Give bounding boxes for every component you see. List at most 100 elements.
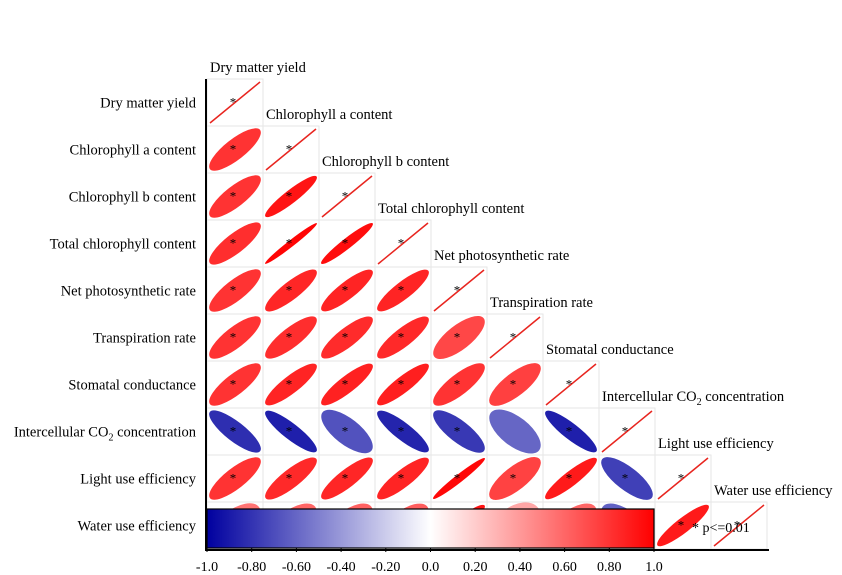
tick-label: -1.0 — [196, 560, 218, 575]
tick-label: -0.20 — [371, 560, 400, 575]
significance-star: * — [286, 377, 293, 392]
correlation-cell: * — [206, 78, 264, 127]
correlation-cells: * * * * * * * * * * * * * * * * * * * * * * * * * * * * * * * * * * * * * * * *… — [206, 78, 768, 550]
row-label: Transpiration rate — [93, 331, 196, 347]
row-label: Intercellular CO2 concentration — [14, 425, 197, 444]
significance-star: * — [566, 377, 573, 392]
correlation-cell: * — [486, 360, 544, 409]
tick-label: 0.20 — [463, 560, 488, 575]
significance-star: * — [398, 471, 405, 486]
diagonal-line — [489, 316, 541, 359]
correlation-cell: * — [262, 407, 320, 456]
correlation-cell: * — [430, 360, 488, 409]
correlation-ellipse — [601, 457, 653, 500]
significance-note: * p<=0.01 — [692, 521, 750, 536]
tick-label: -0.60 — [282, 560, 311, 575]
correlation-ellipse — [265, 363, 317, 406]
significance-star: * — [454, 471, 461, 486]
correlation-cell: * — [318, 219, 376, 268]
column-label: Intercellular CO2 concentration — [602, 389, 785, 408]
column-label: Net photosynthetic rate — [434, 248, 569, 264]
column-label: Transpiration rate — [490, 295, 593, 311]
correlation-cell: * — [318, 172, 376, 221]
correlation-ellipse — [265, 269, 317, 312]
correlation-ellipse — [209, 410, 261, 453]
correlation-ellipse — [489, 363, 541, 406]
significance-star: * — [398, 236, 405, 251]
correlation-ellipse — [377, 316, 429, 359]
row-label: Light use efficiency — [80, 472, 196, 488]
correlation-ellipse — [433, 315, 485, 360]
row-label: Dry matter yield — [100, 96, 197, 112]
diagonal-line — [321, 175, 373, 218]
chart-axes — [205, 79, 769, 551]
correlation-cell: * — [374, 360, 432, 409]
correlation-cell: * — [206, 125, 264, 174]
correlation-cell: * — [374, 454, 432, 503]
significance-star: * — [230, 95, 237, 110]
significance-star: * — [230, 377, 237, 392]
significance-star: * — [398, 424, 405, 439]
correlation-ellipse — [545, 410, 597, 453]
correlation-ellipse — [321, 457, 373, 500]
correlation-ellipse — [433, 458, 485, 499]
correlation-ellipse — [209, 269, 261, 312]
correlation-cell: * — [206, 313, 264, 362]
correlation-ellipse — [265, 457, 317, 500]
correlation-cell: * — [598, 407, 656, 456]
diagonal-line — [209, 81, 261, 124]
correlation-cell: * — [262, 360, 320, 409]
correlation-cell: * — [262, 172, 320, 221]
row-label: Chlorophyll a content — [70, 143, 196, 159]
diagonal-line — [433, 269, 485, 312]
correlation-cell: * — [262, 125, 320, 174]
significance-star: * — [342, 471, 349, 486]
significance-star: * — [230, 283, 237, 298]
correlation-cell: * — [206, 407, 264, 456]
significance-star: * — [342, 424, 349, 439]
correlation-cell: * — [486, 313, 544, 362]
correlation-cell: * — [430, 407, 488, 456]
correlation-ellipse — [265, 410, 317, 453]
co2-label-tail: concentration — [702, 389, 785, 405]
significance-star: * — [230, 142, 237, 157]
significance-star: * — [230, 189, 237, 204]
diagonal-line — [657, 457, 709, 500]
significance-star: * — [286, 189, 293, 204]
row-label: Total chlorophyll content — [50, 237, 196, 253]
tick-label: -0.40 — [327, 560, 356, 575]
correlation-cell: * — [374, 219, 432, 268]
tick-label: -0.80 — [237, 560, 266, 575]
correlation-ellipse — [265, 223, 317, 264]
significance-star: * — [454, 377, 461, 392]
column-label: Chlorophyll a content — [266, 107, 392, 123]
correlation-cell: * — [206, 172, 264, 221]
correlation-cell: * — [430, 313, 488, 362]
co2-label-base: Intercellular CO — [602, 389, 697, 405]
column-label: Chlorophyll b content — [322, 154, 449, 170]
correlation-ellipse — [489, 409, 541, 454]
correlation-ellipse — [657, 504, 709, 547]
correlation-ellipse — [265, 316, 317, 359]
significance-star: * — [454, 330, 461, 345]
correlation-cell: * — [486, 454, 544, 503]
correlation-cell: * — [262, 266, 320, 315]
correlation-ellipse — [209, 128, 261, 171]
correlation-cell: * — [206, 360, 264, 409]
significance-star: * — [454, 424, 461, 439]
correlation-cell: * — [542, 407, 600, 456]
significance-star: * — [286, 236, 293, 251]
co2-label-tail: concentration — [113, 425, 196, 441]
column-label: Water use efficiency — [714, 483, 833, 499]
correlation-cell: * — [430, 454, 488, 503]
significance-star: * — [286, 142, 293, 157]
correlation-cell: * — [430, 266, 488, 315]
correlation-cell: * — [262, 219, 320, 268]
significance-star: * — [566, 471, 573, 486]
significance-star: * — [510, 330, 517, 345]
correlation-ellipse — [433, 410, 485, 453]
correlation-ellipse — [209, 222, 261, 265]
significance-star: * — [454, 283, 461, 298]
correlation-cell: * — [206, 454, 264, 503]
correlation-cell: * — [318, 360, 376, 409]
